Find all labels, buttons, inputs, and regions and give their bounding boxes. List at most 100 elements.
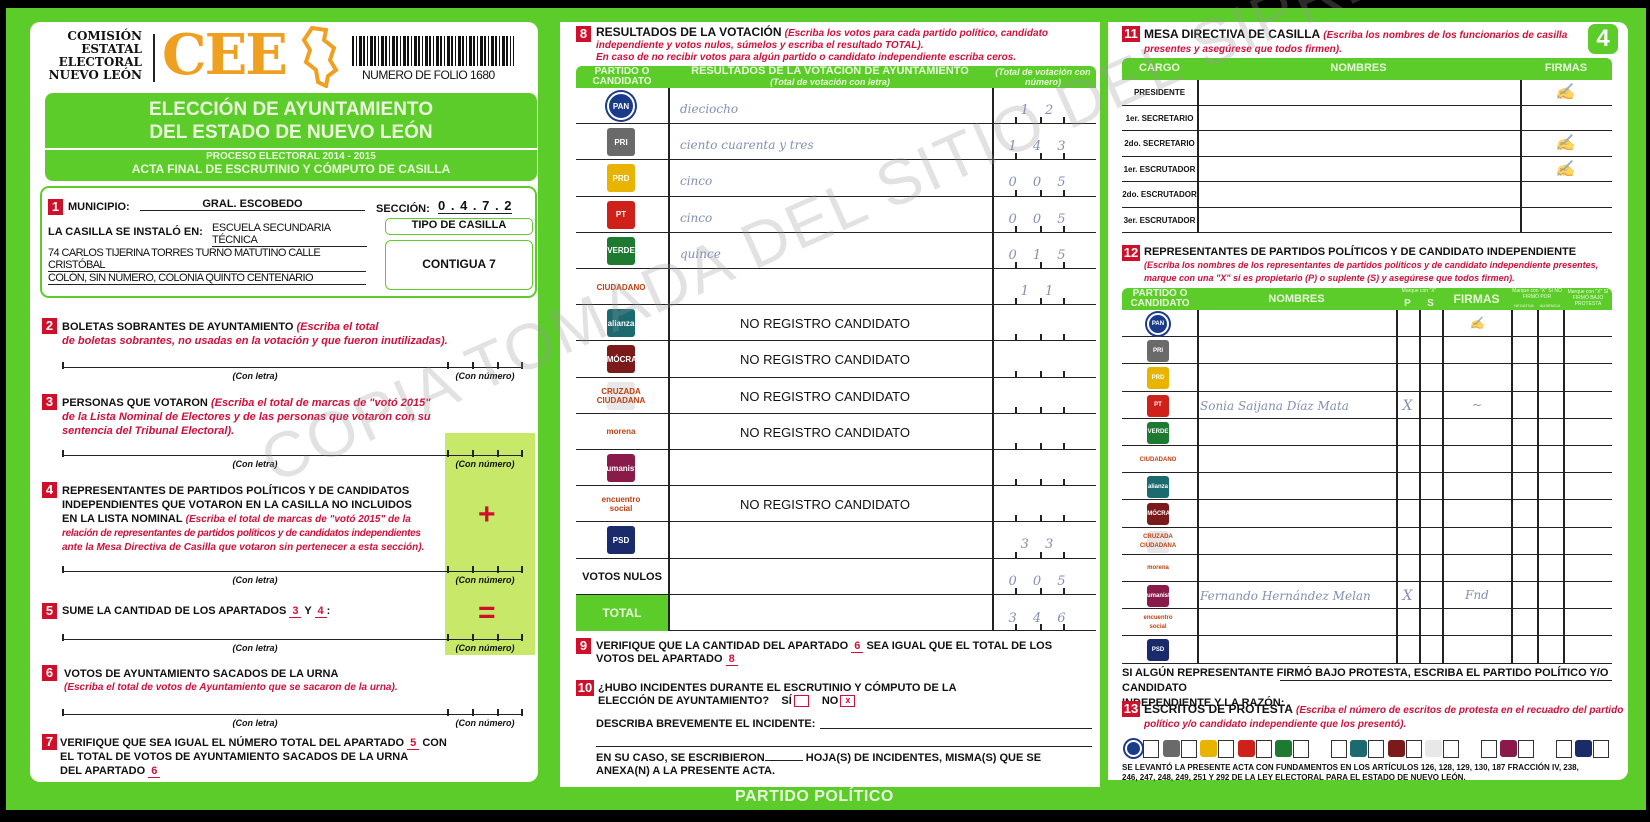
result-number-field[interactable]: 1 4 3 [1008, 139, 1072, 155]
official-name-field[interactable] [1200, 108, 1518, 130]
digit-tick [1063, 406, 1065, 414]
result-number-field[interactable]: 0 0 5 [1008, 175, 1072, 191]
result-number-field[interactable]: 3 3 [1020, 537, 1060, 553]
official-row [1122, 182, 1612, 208]
protest-count-box[interactable] [1368, 740, 1384, 758]
rep-propietario-mark[interactable]: X [1402, 397, 1413, 414]
result-letter-field[interactable]: NO REGISTRO CANDIDATO [740, 316, 910, 332]
party-logo-morena: morena [1147, 557, 1169, 580]
digit-tick [62, 709, 64, 716]
personas-votaron-number-field[interactable] [447, 448, 522, 456]
result-letter-field[interactable]: NO REGISTRO CANDIDATO [740, 497, 910, 513]
protest-count-box[interactable] [1180, 740, 1197, 758]
digit-tick [1063, 515, 1065, 523]
official-name-field[interactable] [1200, 210, 1518, 232]
rep-signature[interactable]: Fnd [1465, 588, 1489, 602]
protest-count-box[interactable] [1480, 740, 1497, 758]
official-name-field[interactable] [1200, 184, 1518, 206]
result-letter-field[interactable]: cinco [680, 210, 713, 225]
protest-count-box[interactable] [1443, 740, 1459, 758]
section-8-heading: RESULTADOS DE LA VOTACIÓN (Escriba los v… [596, 26, 1048, 64]
digit-tick [1015, 298, 1017, 306]
result-letter-field[interactable]: cinco [680, 174, 713, 189]
official-row [1122, 131, 1612, 157]
result-letter-field[interactable]: NO REGISTRO CANDIDATO [740, 352, 910, 368]
protest-count-box[interactable] [1143, 740, 1159, 758]
incident-description-field[interactable] [820, 728, 1092, 729]
suma-apartados-number-field[interactable] [447, 632, 522, 640]
digit-tick [62, 450, 64, 457]
result-number-field[interactable]: 1 1 [1020, 284, 1060, 299]
results-row-divider [576, 522, 1096, 559]
digit-tick [1015, 334, 1017, 342]
title-divider [45, 148, 537, 150]
party-logo-psd [1575, 740, 1592, 757]
digit-tick [521, 450, 523, 457]
con-numero-label: (Con número) [455, 643, 515, 653]
no-label: NO [821, 695, 839, 707]
results-row-divider [576, 88, 1096, 125]
col-number-header: (Total de votación con número) [995, 67, 1091, 87]
digit-tick [1015, 587, 1017, 595]
rep-row [1122, 419, 1612, 446]
official-signature[interactable]: ✍ [1555, 82, 1575, 101]
sum-highlight [445, 433, 535, 655]
votos-urna-letter-field[interactable] [62, 707, 447, 715]
result-letter-field[interactable]: quince [680, 246, 721, 261]
section-4-heading: REPRESENTANTES DE PARTIDOS POLÍTICOS Y D… [62, 484, 442, 555]
result-letter-field[interactable]: NO REGISTRO CANDIDATO [740, 388, 910, 404]
official-name-field[interactable] [1200, 133, 1518, 155]
address-line-1[interactable]: ESCUELA SECUNDARIA TÉCNICA [212, 222, 367, 247]
result-letter-field[interactable]: dieciocho [680, 102, 739, 116]
protest-count-box[interactable] [1330, 740, 1347, 758]
protest-count-box[interactable] [1518, 740, 1534, 758]
section-number: 13 [1122, 701, 1140, 717]
municipio-field[interactable]: GRAL. ESCOBEDO [140, 198, 365, 211]
protest-count-box[interactable] [1405, 740, 1422, 758]
protest-count-box[interactable] [1555, 740, 1572, 758]
digit-tick [447, 362, 449, 369]
no-checkbox[interactable]: x [840, 695, 856, 708]
seccion-field[interactable]: 0 . 4 . 7 . 2 [438, 198, 513, 214]
tipo-casilla-field[interactable]: CONTIGUA 7 [385, 240, 533, 290]
suma-apartados-letter-field[interactable] [62, 632, 447, 640]
representantes-votaron-number-field[interactable] [447, 564, 522, 572]
representantes-votaron-letter-field[interactable] [62, 564, 447, 572]
personas-votaron-letter-field[interactable] [62, 448, 447, 456]
votos-nulos-number[interactable]: 0 0 5 [1008, 573, 1072, 589]
rep-signature[interactable]: ✍ [1469, 316, 1485, 330]
address-line-2[interactable]: 74 CARLOS TIJERINA TORRES TURNO MATUTINO… [48, 247, 366, 272]
boletas-sobrantes-letter-field[interactable] [62, 360, 447, 368]
section-title: DEL APARTADO [60, 765, 146, 777]
official-signature[interactable]: ✍ [1555, 133, 1575, 152]
si-checkbox[interactable] [793, 695, 809, 708]
rep-signature[interactable]: ~ [1471, 397, 1483, 412]
section-title: VOTOS DE AYUNTAMIENTO SACADOS DE LA URNA [64, 668, 339, 680]
boletas-sobrantes-number-field[interactable] [447, 360, 522, 368]
total-number[interactable]: 3 4 6 [1008, 610, 1072, 626]
protest-count-box[interactable] [1218, 740, 1234, 758]
official-name-field[interactable] [1200, 82, 1518, 104]
result-letter-field[interactable]: ciento cuarenta y tres [680, 138, 814, 153]
address-line-3[interactable]: COLÓN, SIN NÚMERO, COLONIA QUINTO CENTEN… [48, 272, 366, 285]
result-number-field[interactable]: 1 2 [1020, 103, 1060, 118]
official-name-field[interactable] [1200, 159, 1518, 181]
result-number-field[interactable]: 0 0 5 [1008, 211, 1072, 227]
hojas-field[interactable] [764, 760, 803, 761]
result-letter-field[interactable]: NO REGISTRO CANDIDATO [740, 424, 910, 440]
protest-count-box[interactable] [1255, 740, 1272, 758]
rep-name-field[interactable]: Sonia Saijana Díaz Mata [1200, 398, 1349, 413]
result-number-field[interactable]: 0 1 5 [1008, 247, 1072, 263]
digit-tick [62, 362, 64, 369]
section-title: ELECCIÓN DE AYUNTAMIENTO? [598, 695, 770, 707]
rep-name-field[interactable]: Fernando Hernández Melan [1200, 589, 1371, 603]
votos-urna-number-field[interactable] [447, 707, 522, 715]
section-note: (Escriba los votos para cada partido pol… [784, 28, 1049, 39]
rep-propietario-mark[interactable]: X [1402, 588, 1413, 604]
section-12-heading: REPRESENTANTES DE PARTIDOS POLÍTICOS Y D… [1144, 246, 1598, 285]
incident-description-field-2[interactable] [596, 746, 1092, 747]
protest-reason-field[interactable] [1280, 680, 1612, 681]
protest-count-box[interactable] [1593, 740, 1609, 758]
protest-count-box[interactable] [1293, 740, 1309, 758]
official-signature[interactable]: ✍ [1555, 158, 1575, 178]
